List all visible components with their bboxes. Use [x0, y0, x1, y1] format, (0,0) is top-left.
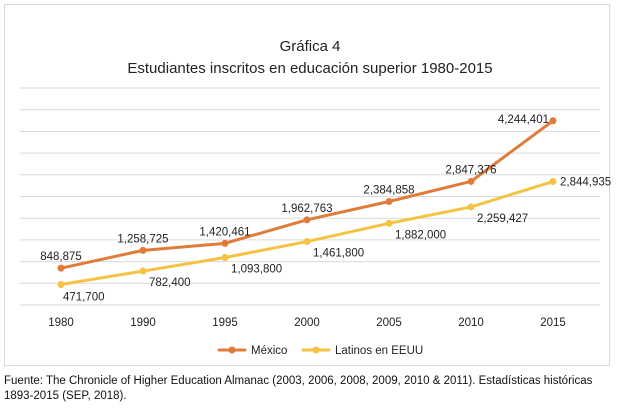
data-point: [57, 281, 65, 289]
data-point: [385, 197, 393, 205]
data-point: [549, 178, 557, 186]
data-point: [467, 203, 475, 211]
data-label: 782,400: [149, 277, 191, 289]
legend-label: Latinos en EEUU: [335, 345, 423, 357]
data-label: 2,847,376: [445, 164, 496, 176]
data-label: 848,875: [40, 251, 82, 263]
legend-marker: [228, 346, 236, 354]
x-tick-label: 2005: [376, 317, 402, 329]
data-point: [303, 238, 311, 246]
chart-title: Gráfica 4: [279, 38, 341, 55]
data-point: [221, 239, 229, 247]
x-tick-label: 1980: [48, 317, 74, 329]
data-label: 471,700: [63, 292, 105, 304]
source-note: Fuente: The Chronicle of Higher Educatio…: [4, 375, 593, 402]
data-point: [139, 267, 147, 275]
series-line: [59, 119, 555, 270]
data-point: [303, 216, 311, 224]
data-point: [221, 254, 229, 262]
x-tick-label: 2010: [458, 317, 484, 329]
data-point: [385, 219, 393, 227]
legend-marker: [312, 346, 320, 354]
chart-frame: [4, 4, 610, 366]
data-point: [549, 117, 557, 125]
x-tick-label: 1990: [130, 317, 156, 329]
data-label: 1,420,461: [199, 226, 250, 238]
data-label: 1,882,000: [395, 229, 446, 241]
data-label: 1,461,800: [313, 248, 364, 260]
data-point: [139, 246, 147, 254]
x-tick-label: 2000: [294, 317, 320, 329]
data-label: 1,962,763: [281, 203, 332, 215]
chart-subtitle: Estudiantes inscritos en educación super…: [127, 60, 493, 77]
data-label: 4,244,401: [498, 114, 549, 126]
data-point: [467, 177, 475, 185]
data-label: 2,384,858: [363, 184, 414, 196]
data-label: 1,258,725: [117, 233, 168, 245]
x-tick-label: 2015: [540, 317, 566, 329]
legend-label: México: [251, 345, 287, 357]
data-label: 1,093,800: [231, 264, 282, 276]
data-point: [57, 264, 65, 272]
line-chart: 1980 1990 1995 2000 2005 2010 2015 848,875 1,258…: [20, 87, 611, 357]
data-label: 2,259,427: [477, 213, 528, 225]
data-label: 2,844,935: [560, 177, 611, 189]
x-tick-label: 1995: [212, 317, 238, 329]
